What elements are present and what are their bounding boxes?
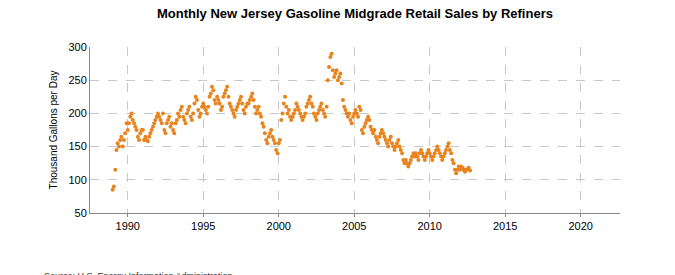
svg-text:100: 100 bbox=[68, 174, 86, 186]
svg-text:2010: 2010 bbox=[417, 220, 441, 232]
svg-text:300: 300 bbox=[68, 41, 86, 53]
svg-text:2000: 2000 bbox=[267, 220, 291, 232]
svg-text:Thousand Gallons per Day: Thousand Gallons per Day bbox=[48, 71, 59, 190]
svg-text:200: 200 bbox=[68, 107, 86, 119]
svg-text:2005: 2005 bbox=[342, 220, 366, 232]
svg-text:2015: 2015 bbox=[493, 220, 517, 232]
svg-text:150: 150 bbox=[68, 140, 86, 152]
svg-text:250: 250 bbox=[68, 74, 86, 86]
svg-text:1995: 1995 bbox=[191, 220, 215, 232]
svg-text:1990: 1990 bbox=[116, 220, 140, 232]
svg-text:Source: U.S. Energy Informatio: Source: U.S. Energy Information Administ… bbox=[44, 271, 233, 275]
svg-text:2020: 2020 bbox=[568, 220, 592, 232]
svg-text:50: 50 bbox=[75, 207, 87, 219]
svg-text:Monthly New Jersey Gasoline Mi: Monthly New Jersey Gasoline Midgrade Ret… bbox=[157, 6, 553, 21]
